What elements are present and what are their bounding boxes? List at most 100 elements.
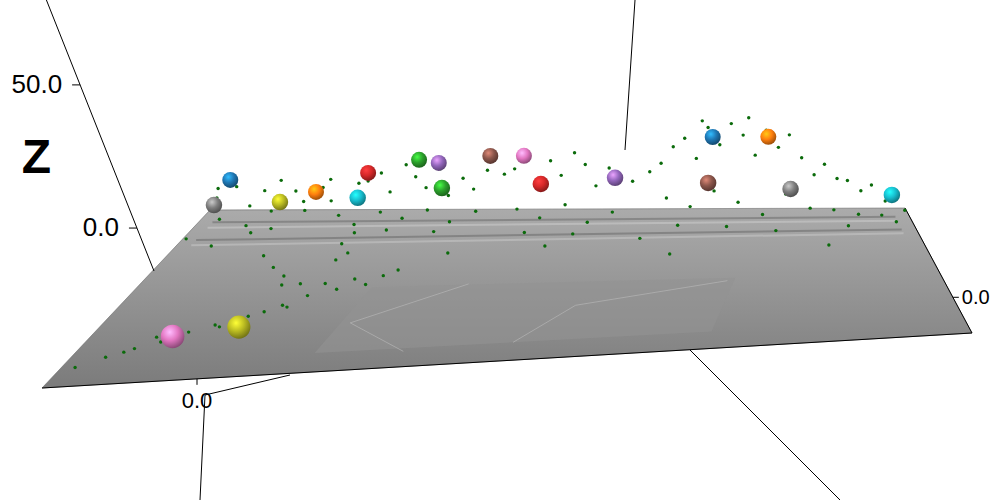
scatter-point (607, 166, 610, 169)
sphere-point (227, 316, 250, 339)
scatter-point (404, 163, 407, 166)
scatter-point (249, 231, 252, 234)
scatter-point (426, 208, 429, 211)
scatter-point (357, 182, 360, 185)
x-axis: 0.0 (42, 333, 972, 413)
sphere-point (360, 165, 376, 181)
z-tick-mark (129, 228, 137, 229)
scatter-point (513, 167, 516, 170)
scatter-point (340, 242, 343, 245)
y-axis: 0.0 (905, 208, 990, 333)
terrain-facet (513, 305, 575, 342)
sphere-point (308, 184, 324, 200)
sphere-point (700, 175, 717, 192)
scatter-point (353, 231, 356, 234)
scatter-point (695, 157, 698, 160)
scatter-point (870, 183, 873, 186)
scatter-point (832, 208, 835, 211)
scatter-point (880, 213, 883, 216)
chart-svg: 0.050.0Z 0.0 0.0 (0, 0, 1000, 500)
sphere-point (705, 129, 721, 145)
sphere-point (607, 170, 624, 187)
sphere-point (482, 148, 498, 164)
scatter-point (280, 179, 283, 182)
z-tick-mark (72, 84, 80, 85)
y-tick-label: 0.0 (962, 286, 990, 308)
chart-container: 0.050.0Z 0.0 0.0 (0, 0, 1000, 500)
terrain-streak (212, 217, 895, 222)
x-tick-mark (197, 379, 198, 385)
sphere-point (434, 180, 451, 197)
z-axis-title: Z (22, 130, 51, 183)
y-axis-line (905, 208, 972, 333)
scatter-point (184, 237, 187, 240)
scatter-point (213, 323, 216, 326)
scatter-point (218, 325, 221, 328)
scatter-point (262, 310, 265, 313)
z-tick: 0.0 (83, 212, 137, 242)
series-sphere (161, 129, 900, 348)
terrain-streak (196, 229, 902, 240)
data-group (73, 116, 906, 369)
scatter-point (672, 145, 675, 148)
scatter-point (549, 159, 552, 162)
scatter-point (247, 315, 250, 318)
scatter-point (396, 268, 399, 271)
z-tick-label: 0.0 (83, 212, 119, 242)
scatter-point (648, 170, 651, 173)
scatter-point (272, 266, 275, 269)
scatter-point (263, 189, 266, 192)
scatter-point (584, 163, 587, 166)
scatter-point (800, 156, 803, 159)
scatter-point (329, 178, 332, 181)
terrain-surface (42, 208, 972, 388)
scatter-point (611, 210, 614, 213)
scatter-point (155, 335, 158, 338)
scatter-point (353, 277, 356, 280)
scatter-point (594, 184, 597, 187)
sphere-point (884, 187, 901, 204)
scatter-point (665, 196, 668, 199)
scatter-point (573, 151, 576, 154)
scatter-point (461, 177, 464, 180)
scatter-point (218, 218, 221, 221)
sphere-point (516, 148, 532, 164)
y-tick-mark (953, 297, 959, 298)
scatter-point (388, 190, 391, 193)
scatter-point (538, 216, 541, 219)
scatter-point (688, 205, 691, 208)
scatter-point (262, 254, 265, 257)
scatter-point (280, 283, 283, 286)
scatter-point (379, 210, 382, 213)
scatter-point (472, 187, 475, 190)
scatter-point (474, 210, 477, 213)
z-axis-line (46, 0, 154, 271)
scatter-point (701, 119, 704, 122)
scatter-point (282, 274, 285, 277)
z-axis: 0.050.0 (11, 0, 154, 271)
scatter-point (683, 137, 686, 140)
box-edge (625, 0, 635, 150)
scatter-point (248, 204, 251, 207)
scatter-point (187, 330, 190, 333)
scatter-point (337, 214, 340, 217)
scatter-point (400, 217, 403, 220)
scatter-point (835, 177, 838, 180)
scatter-point (104, 356, 107, 359)
scatter-point (281, 304, 284, 307)
terrain-facet (350, 323, 403, 351)
sphere-point (431, 155, 447, 171)
scatter-point (895, 220, 898, 223)
scatter-point (269, 227, 272, 230)
scatter-point (706, 126, 709, 129)
scatter-point (335, 288, 338, 291)
scatter-point (216, 187, 219, 190)
scatter-point (306, 294, 309, 297)
scatter-point (382, 274, 385, 277)
scatter-point (741, 133, 744, 136)
scatter-point (303, 209, 306, 212)
scatter-point (754, 153, 757, 156)
scatter-point (712, 189, 715, 192)
background (0, 0, 1000, 500)
terrain-facet (576, 281, 728, 306)
